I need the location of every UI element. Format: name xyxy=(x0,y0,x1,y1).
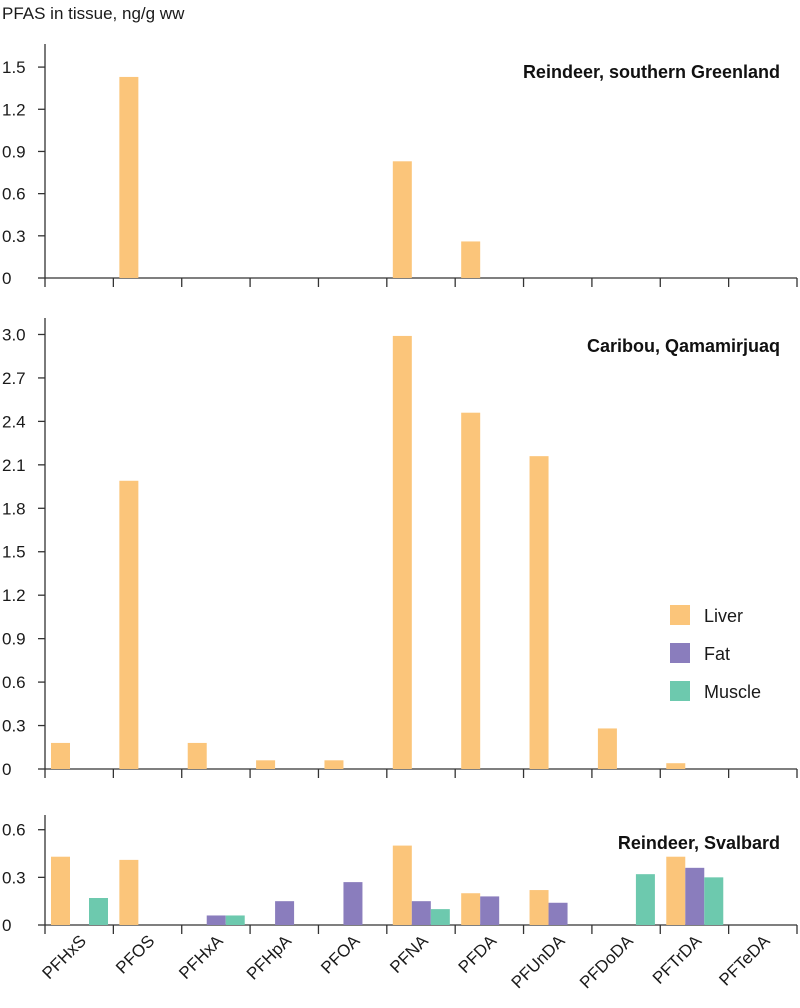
y-tick-label: 0 xyxy=(2,269,11,288)
x-tick-label-pfteda: PFTeDA xyxy=(715,931,774,990)
x-tick-label-pfhpa: PFHpA xyxy=(243,931,296,984)
panel-reindeer-svalbard: 0 0.3 0.6 Reindeer, Svalbard xyxy=(2,815,798,935)
y-tick-label: 0.3 xyxy=(2,868,26,887)
panel-title: Reindeer, southern Greenland xyxy=(523,62,780,82)
bar-liver-pfna xyxy=(392,335,412,769)
bar-liver-pfdoda xyxy=(597,728,617,769)
y-tick-label: 0 xyxy=(2,760,11,779)
y-tick-label: 0.6 xyxy=(2,673,26,692)
x-tick-label-pfda: PFDA xyxy=(455,931,501,977)
bar-liver-pfoa xyxy=(324,760,344,769)
panel-caribou-qamamirjuaq: 0 0.3 0.6 0.9 1.2 1.5 1.8 2.1 2.4 2.7 3.0 Caribou, … xyxy=(2,318,798,779)
bar-liver-pfos xyxy=(119,480,139,769)
legend: Liver Fat Muscle xyxy=(670,605,761,702)
bar-liver-pfhxs xyxy=(51,856,70,925)
x-tick-label-pfos: PFOS xyxy=(112,931,158,977)
bar-liver-pftrda xyxy=(666,856,686,925)
y-tick-label: 0.3 xyxy=(2,717,26,736)
y-tick-label: 0 xyxy=(2,916,11,935)
y-tick-label: 2.4 xyxy=(2,412,26,431)
bar-liver-pfhpa xyxy=(256,760,276,769)
bar-fat-pfna xyxy=(411,901,431,925)
bar-muscle-pftrda xyxy=(704,877,724,925)
chart-panels: 0 0.3 0.6 0.9 1.2 1.5 Reindeer, southern Green… xyxy=(2,44,798,935)
bar-liver-pfos xyxy=(119,859,139,925)
y-tick-label: 2.7 xyxy=(2,369,26,388)
bar-muscle-pfna xyxy=(430,909,450,925)
y-tick-label: 0.6 xyxy=(2,185,26,204)
x-tick-label-pfhxa: PFHxA xyxy=(175,931,227,983)
bar-liver-pfunda xyxy=(529,890,549,925)
legend-label-fat: Fat xyxy=(704,644,730,664)
legend-swatch-fat xyxy=(670,643,690,663)
legend-swatch-liver xyxy=(670,605,690,625)
x-tick-label-pfhxs: PFHxS xyxy=(39,931,91,983)
x-tick-label-pfunda: PFUnDA xyxy=(508,931,569,992)
panel-title: Caribou, Qamamirjuaq xyxy=(587,336,780,356)
y-tick-label: 0.6 xyxy=(2,821,26,840)
bar-liver-pfunda xyxy=(529,456,549,769)
legend-swatch-muscle xyxy=(670,681,690,701)
bar-muscle-pfhxs xyxy=(89,898,108,925)
y-axis-label: PFAS in tissue, ng/g ww xyxy=(2,4,185,23)
y-tick-label: 2.1 xyxy=(2,456,26,475)
bar-fat-pfhxa xyxy=(206,915,226,925)
y-tick-label: 1.8 xyxy=(2,499,26,518)
x-tick-label-pftrda: PFTrDA xyxy=(649,931,706,988)
bar-fat-pfda xyxy=(480,896,500,925)
bar-fat-pfoa xyxy=(343,882,363,925)
bar-liver-pfda xyxy=(461,241,481,278)
bar-liver-pfhxa xyxy=(187,742,207,769)
category-labels: PFHxS PFOS PFHxA PFHpA PFOA PFNA PFDA PFUnDA PFD… xyxy=(39,931,775,992)
y-tick-label: 1.5 xyxy=(2,58,26,77)
bar-fat-pftrda xyxy=(685,867,705,925)
y-tick-label: 1.5 xyxy=(2,543,26,562)
bar-liver-pfda xyxy=(461,893,481,925)
y-tick-label: 0.9 xyxy=(2,142,26,161)
y-tick-label: 1.2 xyxy=(2,586,26,605)
bar-liver-pfda xyxy=(461,412,481,769)
bar-liver-pfos xyxy=(119,76,139,278)
bar-muscle-pfhxa xyxy=(225,915,245,925)
y-tick-label: 1.2 xyxy=(2,100,26,119)
bar-fat-pfhpa xyxy=(275,901,295,925)
x-tick-label-pfoa: PFOA xyxy=(317,931,364,978)
x-tick-label-pfdoda: PFDoDA xyxy=(576,931,637,992)
bar-muscle-pfdoda xyxy=(635,874,655,925)
legend-label-liver: Liver xyxy=(704,606,743,626)
bar-liver-pfhxs xyxy=(51,742,70,769)
x-tick-label-pfna: PFNA xyxy=(386,931,432,977)
bar-liver-pfna xyxy=(392,161,412,278)
panel-title: Reindeer, Svalbard xyxy=(618,833,780,853)
bar-liver-pftrda xyxy=(666,763,686,769)
bar-fat-pfunda xyxy=(548,902,568,925)
y-tick-label: 0.3 xyxy=(2,227,26,246)
bar-liver-pfna xyxy=(392,845,412,925)
y-tick-label: 3.0 xyxy=(2,325,26,344)
legend-label-muscle: Muscle xyxy=(704,682,761,702)
panel-reindeer-southern-greenland: 0 0.3 0.6 0.9 1.2 1.5 Reindeer, southern Green… xyxy=(2,44,798,288)
y-tick-label: 0.9 xyxy=(2,630,26,649)
